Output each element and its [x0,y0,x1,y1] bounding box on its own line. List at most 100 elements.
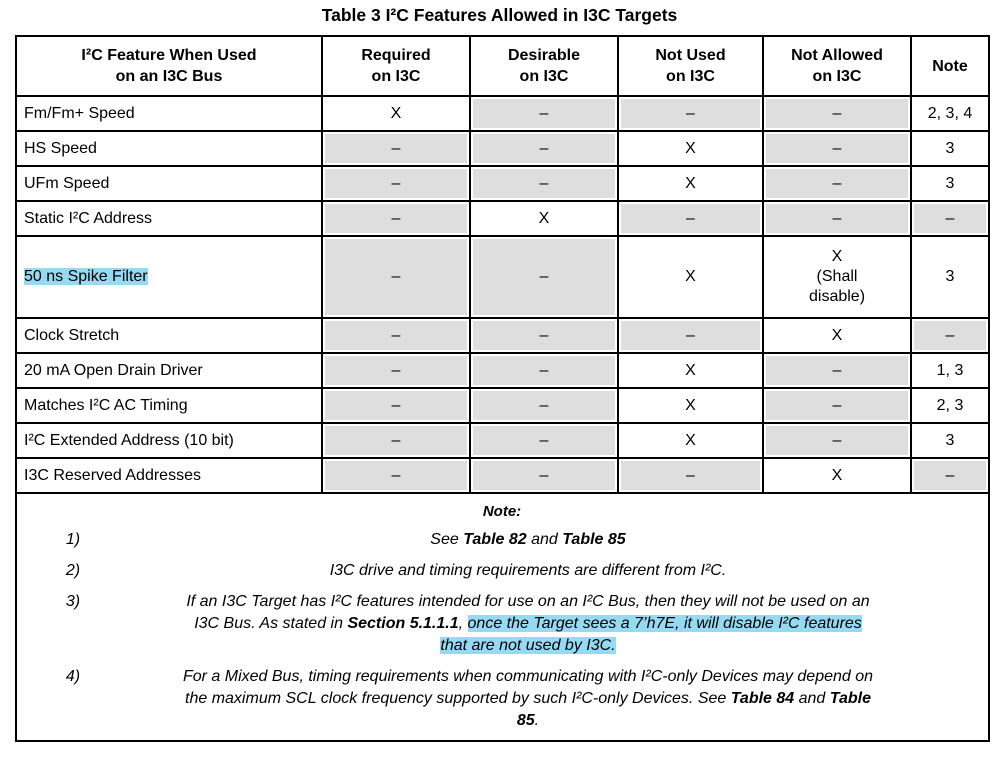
value-cell: X [617,165,764,202]
value-cell: – [910,317,990,354]
table-row: Clock Stretch – – – X – [15,317,990,354]
value-cell: X (Shall disable) [762,235,912,319]
value-cell: – [469,422,619,459]
note-segment: I3C drive and timing requirements are di… [329,562,727,579]
note-segment: and [794,690,830,707]
value-cell: – [321,352,471,389]
value-cell: X [469,200,619,237]
feature-label: Matches I²C AC Timing [24,396,188,414]
value-cell: X [617,352,764,389]
table-caption: Table 3 I²C Features Allowed in I3C Targ… [321,5,678,25]
value-cell: – [469,352,619,389]
feature-label: Static I²C Address [24,209,153,227]
feature-cell: UFm Speed [15,165,323,202]
value-cell: – [762,165,912,202]
value-cell: X [762,457,912,494]
value-cell: – [321,165,471,202]
feature-label: Fm/Fm+ Speed [24,104,135,122]
note-segment: For a Mixed Bus, timing requirements whe… [182,668,874,707]
table-row: 20 mA Open Drain Driver – – X –1, 3 [15,352,990,389]
note-segment: Section 5.1.1.1 [347,615,459,632]
document-page: Table 3 I²C Features Allowed in I3C Targ… [15,5,990,742]
value-cell: – [910,200,990,237]
value-cell: X [762,317,912,354]
note-number: 4) [65,668,81,685]
table-row: Static I²C Address – X – – – [15,200,990,237]
note-segment: Table 82 [463,531,527,548]
value-cell: – [469,235,619,319]
note-segment: , [458,615,468,632]
value-cell: – [321,130,471,167]
note-item: 4) For a Mixed Bus, timing requirements w… [26,666,978,732]
feature-label: 20 mA Open Drain Driver [24,361,203,379]
note-segment: See [430,531,464,548]
column-header: Note [910,35,990,97]
note-item: 3) If an I3C Target has I²C features inte… [26,591,978,657]
feature-cell: 50 ns Spike Filter [15,235,323,319]
feature-cell: I²C Extended Address (10 bit) [15,422,323,459]
column-header: I²C Feature When Used on an I3C Bus [15,35,323,97]
table-row: UFm Speed – – X –3 [15,165,990,202]
notes-section: Note: 1) See Table 82 and Table 85 2) I3C d… [15,492,990,742]
value-cell: 3 [910,422,990,459]
value-cell: X [617,235,764,319]
note-segment: . [534,712,540,729]
value-cell: – [321,317,471,354]
note-item: 2) I3C drive and timing requirements are … [26,560,978,582]
note-number: 3) [65,593,81,610]
note-segment: Table 85 [562,531,626,548]
value-cell: – [762,352,912,389]
note-text: If an I3C Target has I²C features intend… [90,591,966,657]
value-cell: X [617,422,764,459]
value-cell: X [617,387,764,424]
note-text: See Table 82 and Table 85 [90,529,966,551]
feature-label: UFm Speed [24,174,110,192]
value-cell: – [321,235,471,319]
column-header: Required on I3C [321,35,471,97]
note-segment: Table 85 [516,690,871,729]
value-cell: – [469,457,619,494]
value-cell: – [762,200,912,237]
note-text: For a Mixed Bus, timing requirements whe… [90,666,966,732]
feature-label: I²C Extended Address (10 bit) [24,431,234,449]
value-cell: X [617,130,764,167]
value-cell: – [321,422,471,459]
value-cell: – [469,165,619,202]
notes-row: Note: 1) See Table 82 and Table 85 2) I3C d… [15,492,990,742]
note-text: I3C drive and timing requirements are di… [90,560,966,582]
value-cell: – [321,387,471,424]
column-header: Desirable on I3C [469,35,619,97]
column-header: Not Used on I3C [617,35,764,97]
note-segment: Table 84 [730,690,795,707]
value-cell: 3 [910,130,990,167]
feature-label: I3C Reserved Addresses [24,466,201,484]
value-cell: – [617,457,764,494]
note-number: 2) [65,562,81,579]
value-cell: – [762,422,912,459]
value-cell: – [321,457,471,494]
i2c-features-table: I²C Feature When Used on an I3C Bus Requi… [15,35,990,742]
value-cell: – [469,95,619,132]
table-row: Matches I²C AC Timing – – X –2, 3 [15,387,990,424]
value-cell: 3 [910,235,990,319]
feature-cell: Matches I²C AC Timing [15,387,323,424]
table-row: I²C Extended Address (10 bit) – – X –3 [15,422,990,459]
value-cell: – [617,95,764,132]
feature-cell: Fm/Fm+ Speed [15,95,323,132]
value-cell: – [469,317,619,354]
value-cell: – [762,95,912,132]
value-cell: – [910,457,990,494]
note-segment: and [526,531,563,548]
value-cell: 3 [910,165,990,202]
value-cell: – [617,317,764,354]
value-cell: 1, 3 [910,352,990,389]
feature-cell: Static I²C Address [15,200,323,237]
column-header: Not Allowed on I3C [762,35,912,97]
value-cell: – [321,200,471,237]
table-row: HS Speed – – X –3 [15,130,990,167]
feature-cell: HS Speed [15,130,323,167]
table-row: 50 ns Spike Filter – – X X (Shall disable) 3 [15,235,990,319]
note-segment: once the Target sees a 7’h7E, it will di… [440,615,862,654]
feature-label: 50 ns Spike Filter [24,268,148,285]
value-cell: – [469,130,619,167]
